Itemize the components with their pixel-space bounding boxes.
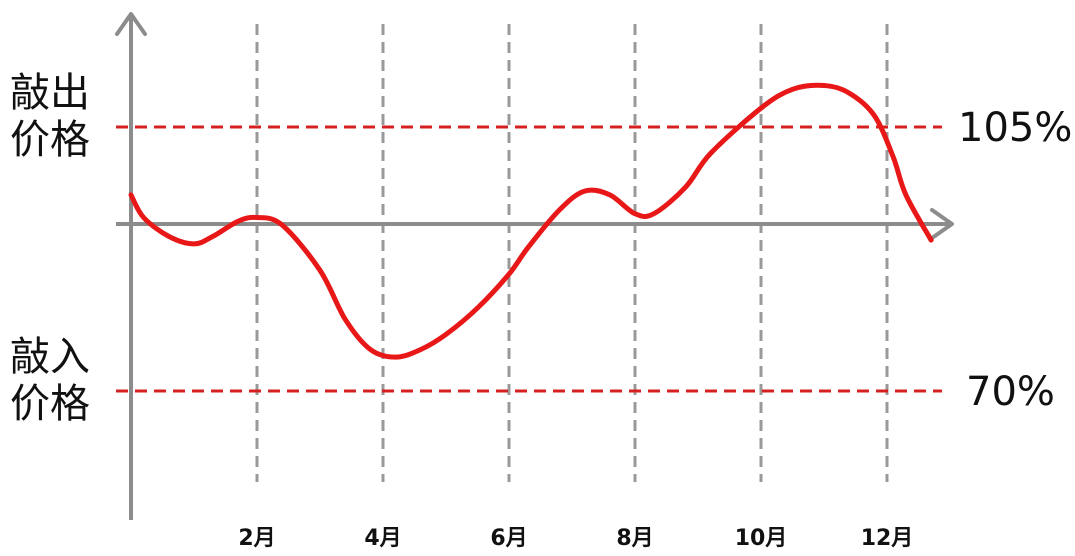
x-axis-arrow [930, 208, 954, 240]
y-axis-arrow [115, 12, 147, 36]
reference-value-label: 105% [958, 105, 1072, 151]
x-tick-label: 4月 [364, 526, 401, 551]
x-tick-label: 10月 [735, 526, 788, 551]
x-tick-labels: 2月 4月 6月 8月 10月 12月 [238, 526, 913, 551]
reference-label-line-1: 敲入 [10, 334, 90, 380]
reference-label-line-2: 价格 [10, 117, 90, 163]
reference-label-line-2: 价格 [10, 381, 90, 427]
reference-label-line-1: 敲出 [10, 70, 90, 116]
axes [115, 12, 954, 520]
grid-lines [255, 24, 889, 482]
x-tick-label: 2月 [238, 526, 275, 551]
x-tick-label: 12月 [861, 526, 914, 551]
reference-value-label: 70% [966, 369, 1055, 415]
x-tick-label: 6月 [490, 526, 527, 551]
x-tick-label: 8月 [616, 526, 653, 551]
series [128, 82, 934, 360]
series-line [128, 82, 934, 360]
